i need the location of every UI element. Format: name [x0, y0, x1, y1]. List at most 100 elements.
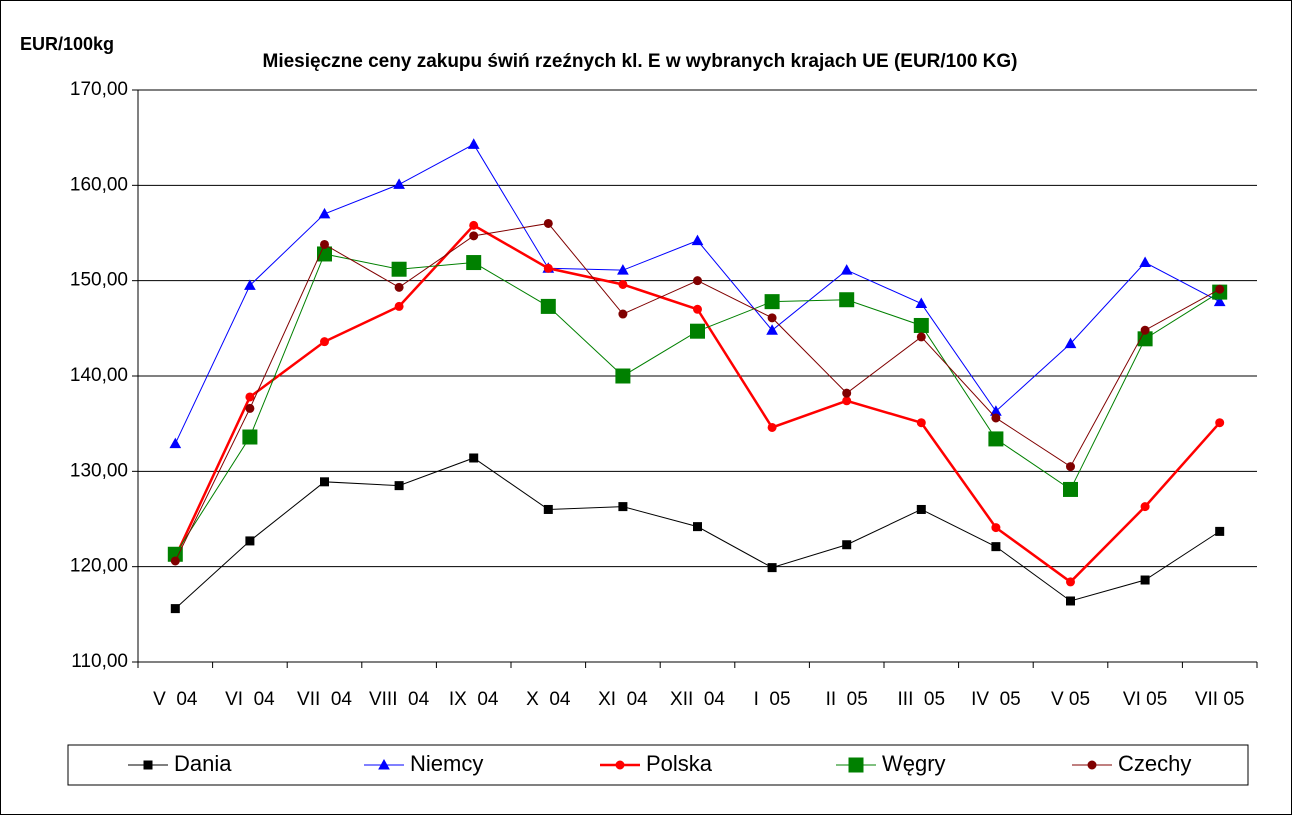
data-point: [916, 332, 926, 342]
x-tick-label: I 05: [754, 689, 791, 710]
data-point: [617, 264, 629, 275]
data-point: [320, 239, 329, 249]
data-point: [466, 255, 482, 271]
data-point: [991, 413, 1001, 423]
y-tick-label: 110,00: [71, 651, 128, 672]
y-tick-label: 130,00: [70, 460, 128, 481]
x-tick-label: VII 04: [297, 689, 352, 710]
x-tick-label: II 05: [826, 689, 868, 710]
data-point: [1215, 526, 1225, 536]
data-point: [1066, 596, 1075, 606]
data-point: [618, 279, 628, 289]
data-point: [245, 536, 255, 546]
data-point: [169, 437, 182, 449]
data-point: [991, 542, 1001, 552]
data-point: [1064, 337, 1077, 349]
legend-marker: [848, 757, 864, 773]
data-point: [767, 422, 777, 432]
data-point: [1215, 418, 1225, 428]
data-point: [615, 368, 631, 384]
data-point: [242, 429, 258, 445]
data-point: [1140, 575, 1150, 585]
data-point: [690, 323, 705, 339]
y-tick-label: 160,00: [70, 174, 128, 195]
x-tick-label: VI 04: [225, 689, 275, 710]
data-point: [691, 234, 704, 246]
data-point: [467, 138, 480, 149]
data-point: [1066, 577, 1075, 587]
y-tick-label: 150,00: [70, 270, 128, 291]
data-point: [767, 563, 777, 573]
legend-label: Węgry: [882, 751, 946, 776]
legend-marker: [615, 760, 625, 770]
legend-marker: [1087, 760, 1097, 770]
data-point: [1140, 325, 1150, 335]
data-point: [988, 431, 1004, 447]
data-point: [320, 477, 329, 487]
data-point: [693, 304, 702, 314]
data-point: [318, 207, 331, 219]
x-tick-label: IX 04: [449, 689, 499, 710]
x-tick-label: X 04: [526, 689, 571, 710]
data-point: [913, 317, 929, 333]
data-point: [543, 263, 553, 273]
data-point: [543, 218, 553, 228]
data-point: [170, 556, 180, 566]
data-point: [766, 324, 778, 335]
data-point: [693, 522, 702, 532]
data-point: [842, 388, 852, 398]
y-tick-label: 170,00: [70, 79, 128, 100]
x-tick-label: XII 04: [670, 689, 725, 710]
data-point: [170, 604, 180, 614]
legend-label: Czechy: [1118, 751, 1191, 776]
data-point: [916, 418, 926, 428]
data-point: [543, 504, 553, 514]
data-point: [1066, 462, 1075, 472]
data-point: [393, 178, 405, 189]
legend-label: Dania: [174, 751, 232, 776]
data-point: [391, 261, 407, 277]
y-axis-label: EUR/100kg: [20, 34, 114, 54]
data-point: [618, 309, 628, 319]
legend-label: Niemcy: [410, 751, 483, 776]
data-point: [840, 264, 853, 275]
x-tick-label: III 05: [898, 689, 946, 710]
data-point: [394, 481, 404, 491]
x-tick-label: VIII 04: [369, 689, 430, 710]
data-point: [469, 220, 479, 230]
x-tick-label: IV 05: [971, 689, 1021, 710]
y-tick-label: 140,00: [70, 365, 128, 386]
data-point: [915, 297, 928, 309]
data-point: [469, 231, 479, 241]
data-point: [1139, 256, 1151, 268]
data-point: [245, 392, 255, 402]
data-point: [839, 292, 855, 308]
data-point: [1063, 481, 1078, 497]
data-point: [1140, 502, 1150, 512]
data-point: [244, 279, 256, 290]
data-point: [1215, 284, 1225, 294]
x-tick-label: V 05: [1051, 689, 1090, 710]
data-point: [764, 294, 780, 310]
data-point: [767, 313, 777, 323]
data-point: [317, 246, 332, 262]
data-point: [320, 337, 329, 347]
data-point: [1213, 295, 1226, 307]
x-tick-label: VI 05: [1123, 689, 1167, 710]
data-point: [394, 301, 404, 311]
chart-title: Miesięczne ceny zakupu świń rzeźnych kl.…: [263, 51, 1018, 72]
x-tick-label: XI 04: [598, 689, 648, 710]
data-point: [842, 540, 852, 550]
data-point: [916, 504, 926, 514]
data-point: [540, 298, 556, 314]
legend-marker: [143, 760, 153, 770]
x-tick-label: V 04: [153, 689, 198, 710]
x-tick-label: VII 05: [1195, 689, 1245, 710]
data-point: [394, 282, 404, 292]
data-point: [842, 396, 852, 406]
legend-label: Polska: [646, 751, 713, 776]
data-point: [991, 523, 1001, 533]
data-point: [469, 453, 479, 463]
